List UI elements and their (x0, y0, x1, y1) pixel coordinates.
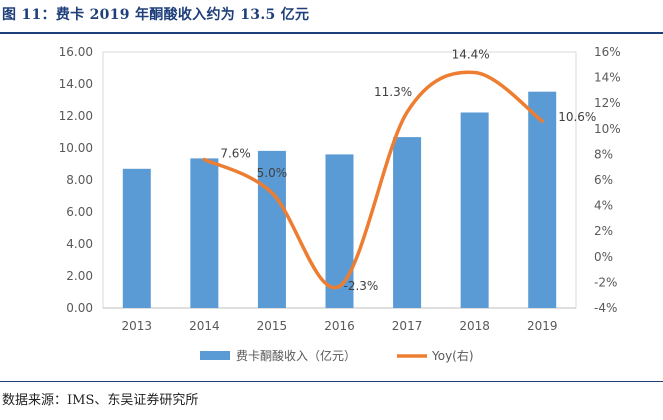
legend-bar-swatch (200, 351, 230, 360)
left-tick-label: 4.00 (66, 237, 93, 251)
x-tick-label: 2019 (527, 319, 558, 333)
right-tick-label: 12% (594, 96, 621, 110)
left-tick-label: 0.00 (66, 301, 93, 315)
revenue-bar (190, 158, 219, 308)
right-tick-label: -2% (594, 275, 617, 289)
combo-chart: 0.00 2.00 4.00 6.00 8.00 10.00 12.00 14.00 16.00… (59, 45, 621, 363)
right-tick-label: -4% (594, 301, 617, 315)
left-tick-label: 6.00 (66, 205, 93, 219)
revenue-bar (325, 154, 354, 308)
right-tick-label: 2% (594, 224, 613, 238)
right-tick-label: 16% (594, 45, 621, 59)
left-tick-label: 8.00 (66, 173, 93, 187)
revenue-bar (528, 91, 557, 309)
legend: 费卡酮酸收入（亿元） Yoy(右) (200, 348, 474, 363)
right-tick-label: 4% (594, 199, 613, 213)
right-axis: -4% -2% 0% 2% 4% 6% 8% 10% 12% 14% 16% (594, 45, 621, 315)
yoy-line (202, 70, 544, 290)
yoy-data-label: 11.3% (374, 85, 412, 99)
right-tick-label: 6% (594, 173, 613, 187)
title-rule (0, 32, 663, 34)
source-note: 数据来源：IMS、东吴证券研究所 (2, 393, 199, 408)
x-tick-label: 2013 (122, 319, 153, 333)
left-axis: 0.00 2.00 4.00 6.00 8.00 10.00 12.00 14.00 16.00 (59, 45, 93, 315)
right-tick-label: 8% (594, 147, 613, 161)
yoy-data-label: -2.3% (344, 279, 379, 293)
yoy-data-label: 7.6% (220, 147, 251, 161)
yoy-data-label: 10.6% (558, 110, 596, 124)
right-tick-label: 10% (594, 122, 621, 136)
yoy-data-label: 14.4% (452, 47, 490, 61)
revenue-bar (122, 168, 151, 308)
right-tick-label: 14% (594, 71, 621, 85)
x-tick-label: 2016 (324, 319, 355, 333)
source-rule (0, 381, 663, 382)
x-axis: 2013 2014 2015 2016 2017 2018 2019 (103, 307, 576, 333)
left-tick-label: 14.00 (59, 77, 93, 91)
revenue-bar (460, 112, 489, 308)
right-tick-label: 0% (594, 250, 613, 264)
left-tick-label: 12.00 (59, 109, 93, 123)
revenue-bar (393, 137, 422, 308)
figure-title: 图 11：费卡 2019 年酮酸收入约为 13.5 亿元 (2, 7, 310, 23)
left-tick-label: 16.00 (59, 45, 93, 59)
x-tick-label: 2018 (459, 319, 490, 333)
x-tick-label: 2017 (392, 319, 423, 333)
legend-bar-label: 费卡酮酸收入（亿元） (236, 348, 356, 363)
x-tick-label: 2015 (257, 319, 288, 333)
legend-line-label: Yoy(右) (431, 348, 474, 363)
x-tick-label: 2014 (189, 319, 220, 333)
bar-series (122, 91, 557, 309)
left-tick-label: 10.00 (59, 141, 93, 155)
yoy-series: 7.6% 5.0% -2.3% 11.3% 14.4% 10.6% (202, 47, 596, 293)
yoy-data-label: 5.0% (257, 166, 288, 180)
left-tick-label: 2.00 (66, 269, 93, 283)
revenue-bar (257, 150, 286, 308)
